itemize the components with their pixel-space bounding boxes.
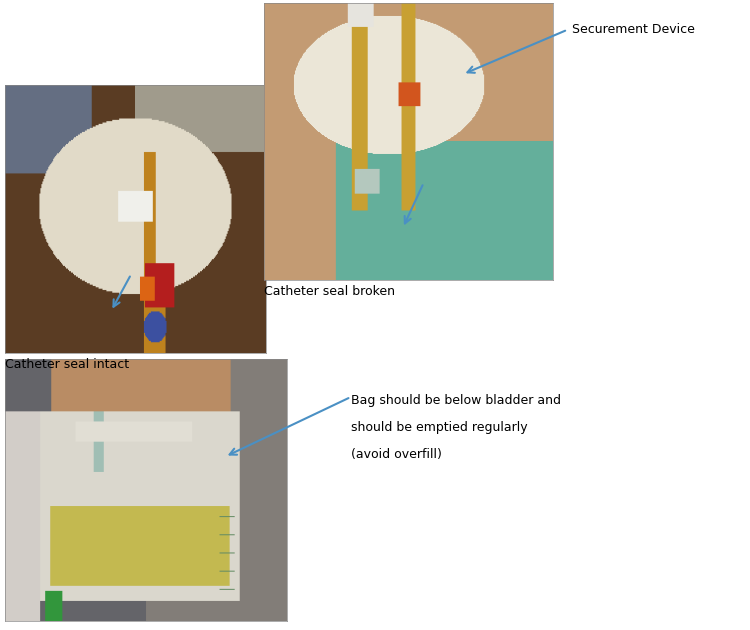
Text: should be emptied regularly: should be emptied regularly [351,421,528,434]
Text: (avoid overfill): (avoid overfill) [351,448,442,461]
Text: Bag should be below bladder and: Bag should be below bladder and [351,394,561,407]
Text: Securement Device: Securement Device [572,23,694,36]
Text: Catheter seal broken: Catheter seal broken [264,285,395,299]
Text: Catheter seal intact: Catheter seal intact [5,358,129,371]
